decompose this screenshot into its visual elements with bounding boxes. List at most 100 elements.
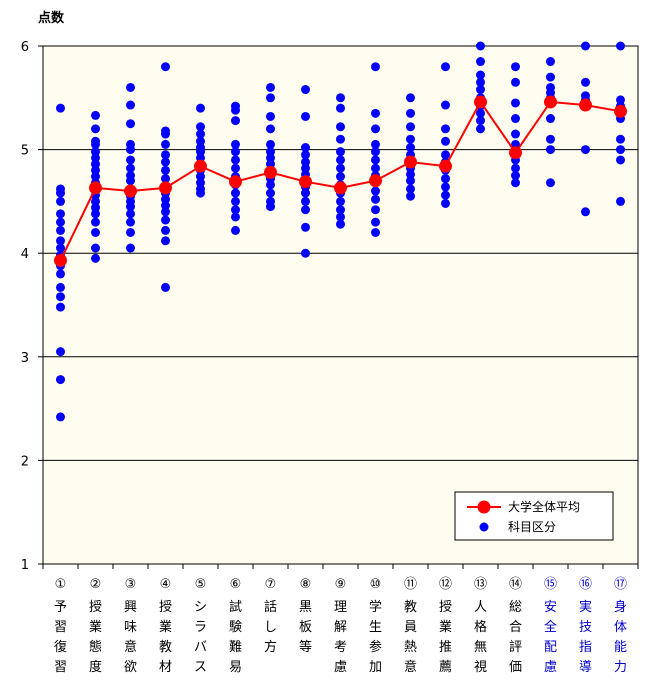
- category-number-7: ⑧: [300, 577, 312, 592]
- scatter-point-1-12: [91, 196, 100, 206]
- x-axis-ticks: [42, 564, 639, 569]
- category-char-14-3: 慮: [544, 660, 557, 675]
- scatter-point-9-4: [371, 147, 380, 157]
- scatter-point-3-0: [161, 62, 170, 72]
- average-point-8: [334, 181, 347, 195]
- category-number-9: ⑩: [370, 577, 382, 592]
- scatter-point-14-8: [546, 145, 555, 155]
- scatter-point-1-5: [91, 153, 100, 163]
- category-char-1-2: 態: [89, 639, 102, 655]
- legend-average-label: 大学全体平均: [508, 499, 580, 514]
- category-char-13-3: 価: [509, 660, 522, 675]
- scatter-point-3-12: [161, 207, 170, 217]
- scatter-point-0-0: [56, 103, 65, 113]
- scatter-point-12-8: [476, 116, 485, 126]
- scatter-point-4-10: [196, 178, 205, 188]
- category-char-0-2: 復: [54, 639, 67, 655]
- legend-scatter-marker: [479, 522, 489, 532]
- scatter-point-2-13: [126, 209, 135, 219]
- scatter-point-7-5: [301, 163, 310, 173]
- category-char-13-2: 評: [509, 640, 522, 655]
- scatter-point-11-3: [441, 136, 450, 146]
- average-point-9: [369, 174, 382, 188]
- scatter-point-5-4: [231, 147, 240, 157]
- scatter-point-3-15: [161, 236, 170, 246]
- scatter-point-11-1: [441, 100, 450, 110]
- category-char-14-1: 全: [544, 619, 557, 635]
- scatter-point-9-1: [371, 108, 380, 118]
- scatter-point-8-3: [336, 134, 345, 144]
- category-number-11: ⑫: [439, 577, 452, 592]
- scatter-point-11-4: [441, 150, 450, 160]
- scatter-point-10-3: [406, 134, 415, 144]
- scatter-point-1-14: [91, 209, 100, 219]
- scatter-point-5-2: [231, 116, 240, 126]
- scatter-point-12-4: [476, 85, 485, 95]
- scatter-point-2-5: [126, 155, 135, 165]
- scatter-point-12-9: [476, 124, 485, 134]
- scatter-point-0-13: [56, 292, 65, 302]
- average-point-1: [89, 181, 102, 195]
- scatter-point-7-13: [301, 248, 310, 258]
- average-point-13: [509, 146, 522, 160]
- scatter-point-7-0: [301, 85, 310, 95]
- category-char-8-2: 考: [334, 640, 347, 655]
- scatter-point-1-0: [91, 110, 100, 120]
- scatter-point-2-4: [126, 145, 135, 155]
- plot-area: [42, 45, 639, 565]
- scatter-point-8-2: [336, 122, 345, 132]
- scatter-point-5-11: [231, 205, 240, 215]
- category-char-16-2: 能: [614, 640, 627, 655]
- scatter-point-1-15: [91, 217, 100, 227]
- scatter-point-8-0: [336, 93, 345, 103]
- legend: 大学全体平均 科目区分: [454, 491, 614, 541]
- category-char-2-2: 意: [124, 639, 137, 655]
- legend-scatter-label: 科目区分: [508, 520, 556, 534]
- scatter-point-8-1: [336, 103, 345, 113]
- scatter-point-9-3: [371, 139, 380, 149]
- category-char-16-1: 体: [614, 620, 627, 635]
- category-char-16-0: 身: [614, 599, 627, 615]
- scatter-point-14-6: [546, 114, 555, 124]
- scatter-point-5-1: [231, 105, 240, 115]
- scatter-point-0-17: [56, 412, 65, 422]
- scatter-point-11-10: [441, 198, 450, 208]
- scatter-point-5-6: [231, 163, 240, 173]
- category-char-15-1: 技: [579, 620, 592, 635]
- scatter-point-8-12: [336, 212, 345, 222]
- scatter-point-14-9: [546, 178, 555, 188]
- scatter-point-6-13: [266, 202, 275, 212]
- scatter-point-16-0: [616, 41, 625, 51]
- scatter-point-6-0: [266, 82, 275, 92]
- category-number-12: ⑬: [474, 577, 487, 592]
- scatter-point-9-10: [371, 194, 380, 204]
- scatter-point-13-10: [511, 178, 520, 188]
- scatter-point-0-12: [56, 282, 65, 292]
- category-char-5-3: 易: [229, 660, 242, 675]
- scatter-point-8-6: [336, 163, 345, 173]
- category-char-10-0: 教: [404, 599, 417, 615]
- scatter-point-11-2: [441, 124, 450, 134]
- scatter-point-11-7: [441, 174, 450, 184]
- scatter-point-0-5: [56, 217, 65, 227]
- average-point-2: [124, 184, 137, 198]
- scatter-point-1-8: [91, 172, 100, 182]
- category-number-1: ②: [90, 577, 102, 592]
- scatter-point-3-7: [161, 174, 170, 184]
- scatter-point-2-15: [126, 227, 135, 237]
- scatter-point-5-9: [231, 188, 240, 198]
- scatter-point-9-13: [371, 227, 380, 237]
- category-number-10: ⑪: [404, 577, 417, 592]
- scatter-point-0-11: [56, 269, 65, 279]
- scatter-point-11-9: [441, 190, 450, 200]
- scatter-point-11-8: [441, 182, 450, 192]
- category-char-13-1: 合: [509, 620, 522, 635]
